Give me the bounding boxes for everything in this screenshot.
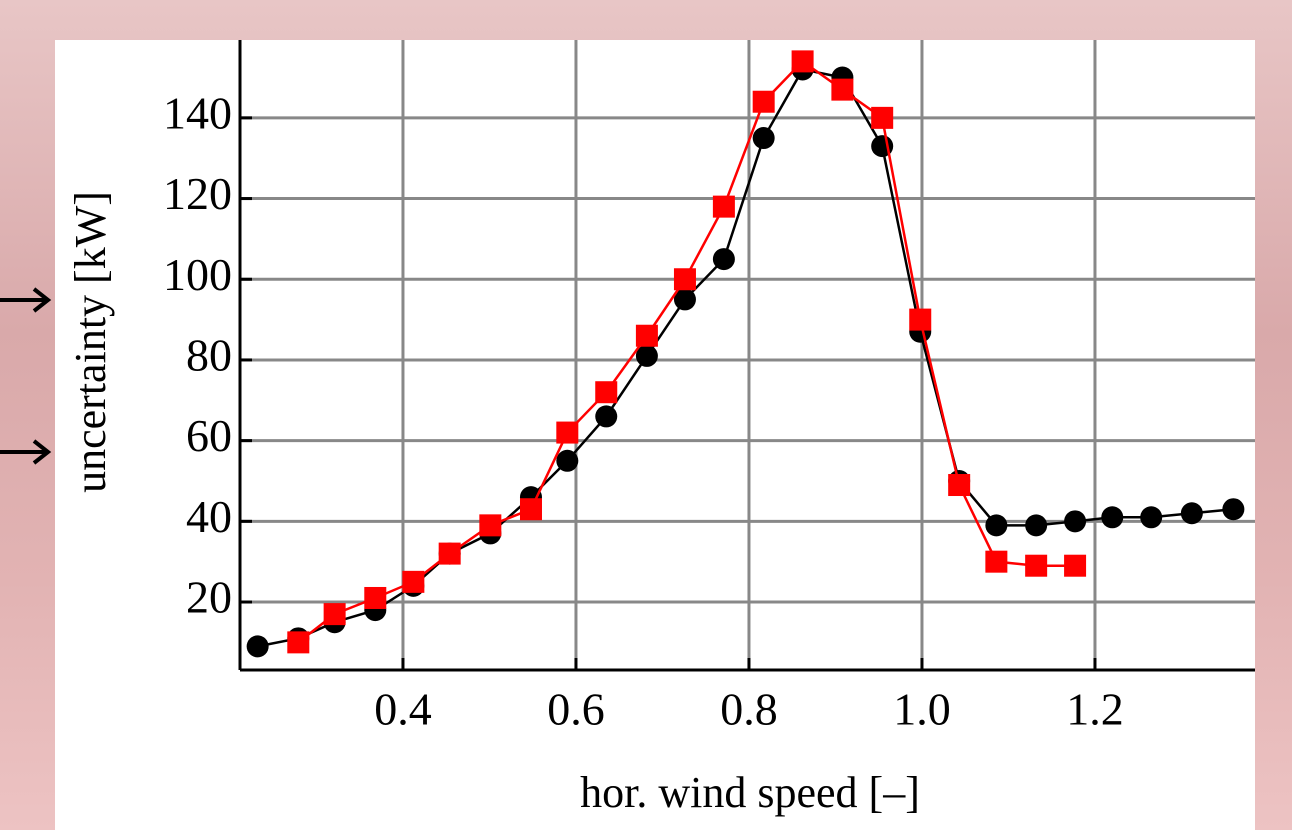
- marker: [871, 106, 894, 129]
- marker: [1222, 498, 1245, 521]
- marker: [1064, 554, 1087, 577]
- x-tick-label: 1.2: [1066, 684, 1124, 735]
- marker: [948, 474, 971, 497]
- y-tick-label: 40: [186, 491, 232, 542]
- marker: [985, 550, 1008, 573]
- y-tick-label: 140: [163, 87, 232, 138]
- y-tick-label: 120: [163, 168, 232, 219]
- marker: [752, 127, 775, 150]
- marker: [673, 288, 696, 311]
- marker: [323, 603, 346, 626]
- marker: [712, 248, 735, 271]
- y-tick-label: 20: [186, 572, 232, 623]
- marker: [752, 90, 775, 113]
- x-tick-label: 0.8: [720, 684, 778, 735]
- marker: [635, 324, 658, 347]
- marker: [519, 498, 542, 521]
- marker: [479, 514, 502, 537]
- x-tick-label: 1.0: [893, 684, 951, 735]
- marker: [909, 308, 932, 331]
- y-tick-label: 100: [163, 249, 232, 300]
- x-axis-label: hor. wind speed [–]: [580, 768, 920, 817]
- marker: [1140, 506, 1163, 529]
- marker: [287, 631, 310, 654]
- marker: [1025, 514, 1048, 537]
- marker: [364, 586, 387, 609]
- marker: [246, 635, 269, 658]
- marker: [831, 78, 854, 101]
- grid: [240, 40, 1255, 670]
- marker: [402, 570, 425, 593]
- marker: [673, 268, 696, 291]
- panel: [55, 40, 1255, 830]
- marker: [712, 195, 735, 218]
- x-tick-label: 0.6: [547, 684, 605, 735]
- x-tick-label: 0.4: [374, 684, 432, 735]
- y-tick-label: 60: [186, 410, 232, 461]
- marker: [595, 405, 618, 428]
- marker: [438, 542, 461, 565]
- annotation-arrow: [0, 287, 52, 465]
- marker: [556, 449, 579, 472]
- y-axis-label: uncertainty [kW]: [66, 191, 115, 493]
- marker: [791, 50, 814, 73]
- marker: [1101, 506, 1124, 529]
- marker: [595, 381, 618, 404]
- marker: [985, 514, 1008, 537]
- marker: [1180, 502, 1203, 525]
- marker: [1064, 510, 1087, 533]
- marker: [635, 344, 658, 367]
- y-tick-label: 80: [186, 330, 232, 381]
- marker: [1025, 554, 1048, 577]
- plot: [246, 50, 1245, 658]
- marker: [556, 421, 579, 444]
